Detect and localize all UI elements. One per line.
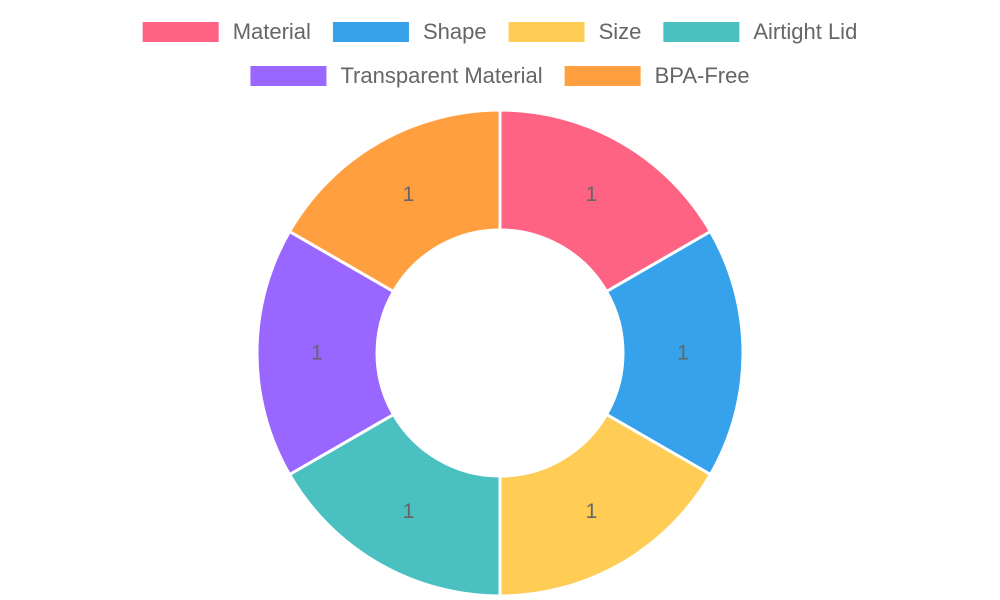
legend-swatch bbox=[564, 66, 641, 86]
doughnut-segment bbox=[287, 412, 502, 598]
data-label: 1 bbox=[311, 342, 323, 365]
legend-swatch bbox=[663, 22, 740, 42]
doughnut-segment bbox=[498, 412, 713, 598]
legend-swatch bbox=[332, 22, 409, 42]
legend-item: Material bbox=[142, 19, 311, 44]
data-label: 1 bbox=[403, 500, 415, 523]
doughnut-segment bbox=[604, 229, 745, 477]
legend-label: Shape bbox=[423, 19, 487, 44]
doughnut-segment bbox=[287, 108, 502, 294]
legend-item: BPA-Free bbox=[564, 63, 750, 88]
legend-swatch bbox=[142, 22, 219, 42]
legend-item: Airtight Lid bbox=[663, 19, 857, 44]
legend-label: Airtight Lid bbox=[753, 19, 857, 44]
data-label: 1 bbox=[677, 342, 689, 365]
legend-item: Shape bbox=[332, 19, 487, 44]
data-label: 1 bbox=[403, 183, 415, 206]
legend-item: Transparent Material bbox=[250, 63, 543, 88]
doughnut-segment bbox=[498, 108, 713, 294]
legend-swatch bbox=[250, 66, 327, 86]
legend-label: Size bbox=[599, 19, 642, 44]
doughnut-segment bbox=[255, 229, 396, 477]
legend-label: BPA-Free bbox=[655, 63, 750, 88]
data-label: 1 bbox=[586, 183, 598, 206]
legend-swatch bbox=[508, 22, 585, 42]
data-label: 1 bbox=[586, 500, 598, 523]
legend-label: Material bbox=[233, 19, 311, 44]
legend-label: Transparent Material bbox=[340, 63, 542, 88]
legend-item: Size bbox=[508, 19, 642, 44]
